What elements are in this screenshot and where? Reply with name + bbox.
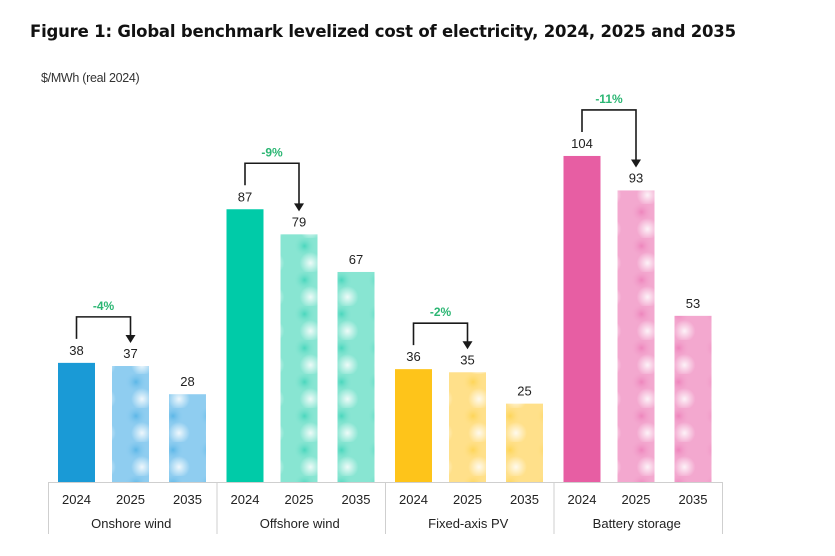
arrow-down-icon: [631, 159, 641, 168]
year-tick-label: 2024: [399, 492, 428, 507]
arrow-down-icon: [462, 341, 473, 350]
value-label: 79: [292, 214, 306, 229]
bar-fixed-axis-pv-2024: [395, 369, 432, 482]
value-label: 35: [460, 352, 474, 367]
bar-battery-storage-2024: [563, 155, 601, 482]
bar-offshore-wind-2035: [337, 271, 375, 482]
bar-battery-storage-2035: [674, 315, 712, 482]
change-bracket: [244, 162, 300, 205]
value-label: 104: [571, 136, 593, 151]
value-label: 67: [349, 252, 363, 267]
year-tick-label: 2024: [231, 492, 260, 507]
arrow-down-icon: [125, 335, 136, 344]
bar-fixed-axis-pv-2035: [506, 403, 543, 482]
year-tick-label: 2035: [173, 492, 202, 507]
value-label: 25: [517, 384, 531, 399]
value-labels-layer: 38 37 28 87 79 67 36 35 25 104 93 53: [69, 136, 700, 399]
bars-layer: [58, 155, 712, 482]
category-label: Offshore wind: [260, 516, 340, 531]
year-tick-label: 2035: [510, 492, 539, 507]
value-label: 87: [238, 189, 252, 204]
value-label: 37: [123, 346, 137, 361]
bar-fixed-axis-pv-2025: [449, 372, 486, 482]
value-label: 93: [629, 170, 643, 185]
year-tick-label: 2025: [116, 492, 145, 507]
value-label: 38: [69, 343, 83, 358]
category-label: Battery storage: [593, 516, 681, 531]
bar-battery-storage-2025: [617, 190, 655, 482]
year-tick-label: 2025: [622, 492, 651, 507]
value-label: 28: [180, 374, 194, 389]
bar-offshore-wind-2024: [226, 209, 264, 482]
change-bracket: [412, 322, 469, 346]
year-tick-label: 2025: [453, 492, 482, 507]
change-bracket: [581, 109, 637, 161]
y-axis-unit-label: $/MWh (real 2024): [41, 71, 140, 85]
year-tick-label: 2025: [285, 492, 314, 507]
change-label: -11%: [595, 92, 623, 106]
change-label: -2%: [430, 305, 452, 319]
year-tick-label: 2035: [679, 492, 708, 507]
arrow-down-icon: [294, 203, 304, 212]
year-tick-label: 2024: [568, 492, 597, 507]
value-label: 36: [406, 349, 420, 364]
bar-onshore-wind-2025: [112, 366, 149, 482]
chart-title: Figure 1: Global benchmark levelized cos…: [30, 22, 736, 41]
change-label: -4%: [93, 299, 115, 313]
bar-offshore-wind-2025: [280, 234, 318, 482]
value-label: 53: [686, 296, 700, 311]
bar-onshore-wind-2035: [169, 394, 206, 482]
change-label: -9%: [261, 145, 283, 159]
category-label: Onshore wind: [91, 516, 171, 531]
year-tick-label: 2024: [62, 492, 91, 507]
change-annotations-layer: -4% -9% -2% -11%: [75, 92, 641, 350]
category-label: Fixed-axis PV: [428, 516, 509, 531]
change-bracket: [75, 316, 132, 339]
year-tick-label: 2035: [342, 492, 371, 507]
bar-onshore-wind-2024: [58, 362, 95, 482]
